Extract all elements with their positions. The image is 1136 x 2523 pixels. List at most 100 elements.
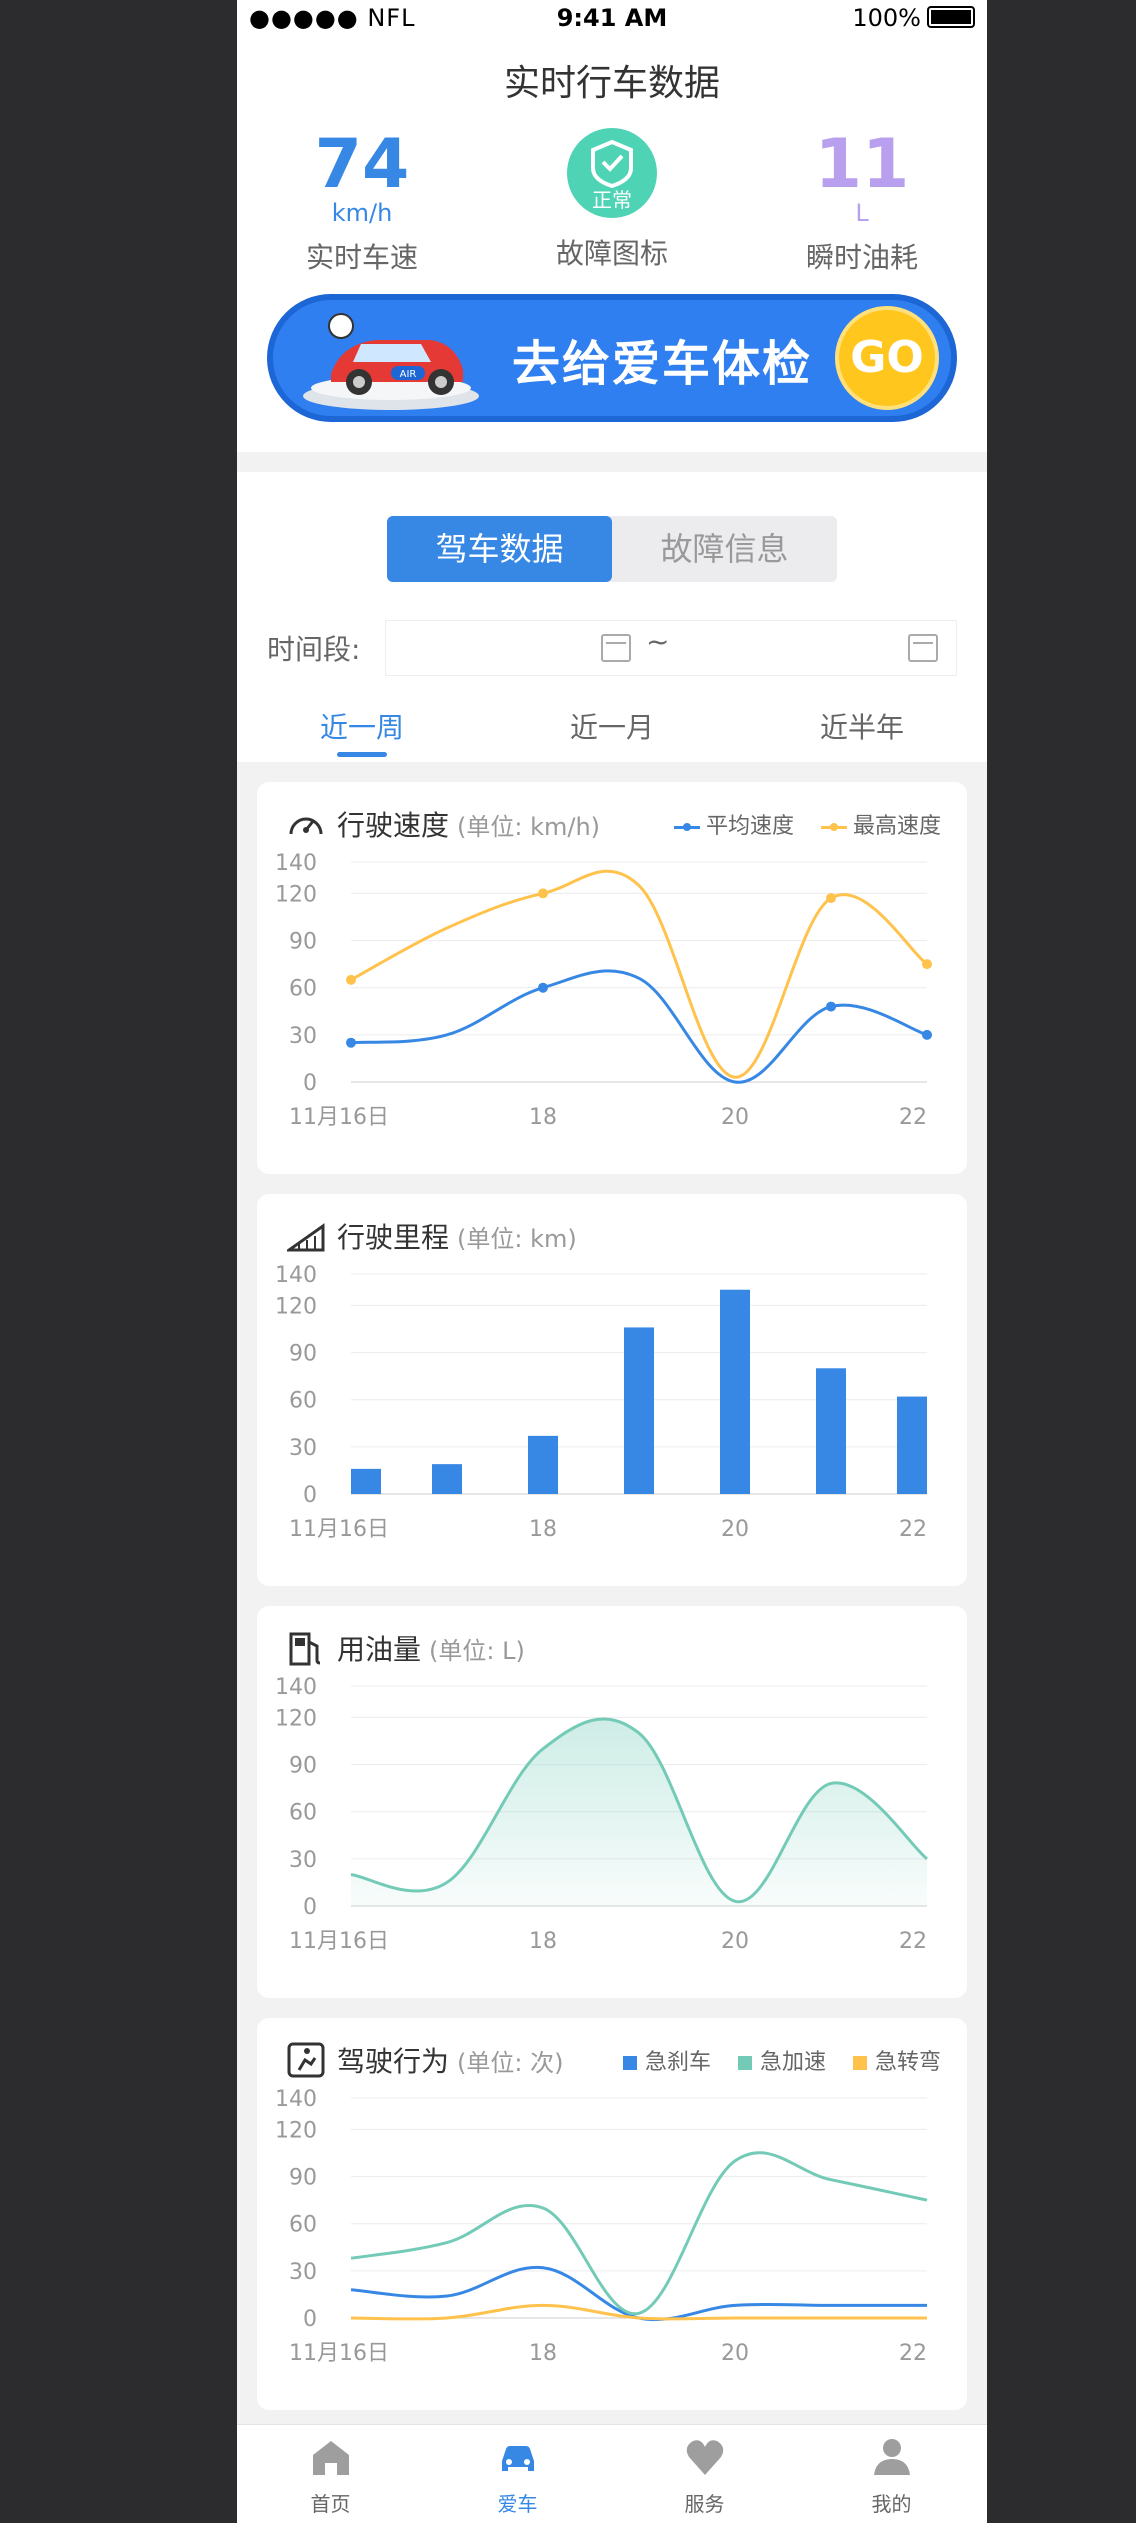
y-tick-label: 60 bbox=[289, 977, 317, 1002]
data-point bbox=[538, 888, 548, 899]
home-icon bbox=[312, 2441, 349, 2475]
data-point bbox=[346, 974, 356, 985]
x-tick-label: 22 bbox=[899, 1929, 927, 1954]
speed-card: 行驶速度 (单位: km/h) 平均速度 最高速度 140 120 90 60 30 0 11… bbox=[257, 782, 967, 1174]
y-tick-label: 30 bbox=[289, 1848, 317, 1873]
legend-item: 平均速度 bbox=[673, 808, 794, 840]
y-tick-label: 30 bbox=[289, 1436, 317, 1461]
y-tick-label: 0 bbox=[303, 2307, 317, 2332]
tab-underline bbox=[337, 752, 387, 757]
segment-driving-data[interactable]: 驾车数据 bbox=[387, 516, 612, 582]
legend-item: 急转弯 bbox=[852, 2044, 941, 2076]
y-tick-label: 140 bbox=[275, 1676, 317, 1700]
tab-half-year[interactable]: 近半年 bbox=[819, 711, 904, 744]
fuel-metric: 11 L 瞬时油耗 bbox=[737, 130, 987, 276]
behavior-card-unit: (单位: 次) bbox=[457, 2049, 564, 2077]
status-time: 9:41 AM bbox=[556, 4, 668, 32]
y-tick-label: 30 bbox=[289, 1024, 317, 1049]
fuel-card-unit: (单位: L) bbox=[429, 1637, 525, 1665]
y-tick-label: 90 bbox=[289, 1342, 317, 1367]
data-point bbox=[922, 1029, 932, 1040]
y-tick-label: 140 bbox=[275, 2088, 317, 2112]
x-tick-label: 11月16日 bbox=[289, 2341, 389, 2366]
fuel-card-title: 用油量 bbox=[337, 1633, 422, 1666]
checkup-banner[interactable]: AIR 去给爱车体检 GO bbox=[267, 294, 957, 422]
fuel-chart: 140 120 90 60 30 0 11月16日 18 20 22 bbox=[275, 1676, 928, 1954]
mileage-card-title: 行驶里程 bbox=[337, 1221, 450, 1254]
calendar-icon[interactable] bbox=[908, 634, 938, 662]
shield-check-icon bbox=[591, 139, 633, 189]
battery-indicator: 100% bbox=[852, 4, 975, 32]
y-tick-label: 120 bbox=[275, 1294, 317, 1319]
mileage-card: 行驶里程 (单位: km) 140 120 90 60 30 0 11月16日 18 20 22 bbox=[257, 1194, 967, 1586]
y-tick-label: 60 bbox=[289, 1389, 317, 1414]
go-button[interactable]: GO bbox=[835, 306, 939, 410]
y-tick-label: 120 bbox=[275, 882, 317, 907]
x-tick-label: 22 bbox=[899, 2341, 927, 2366]
date-range-label: 时间段: bbox=[267, 633, 361, 666]
car-icon bbox=[501, 2446, 534, 2471]
speed-label: 实时车速 bbox=[305, 241, 418, 274]
x-tick-label: 22 bbox=[899, 1105, 927, 1130]
behavior-chart: 140 120 90 60 30 0 11月16日 18 20 22 bbox=[275, 2088, 928, 2366]
car-plate: AIR bbox=[400, 369, 417, 380]
bar bbox=[720, 1289, 750, 1494]
x-tick-label: 20 bbox=[721, 1105, 749, 1130]
x-tick-label: 18 bbox=[529, 2341, 557, 2366]
x-tick-label: 11月16日 bbox=[289, 1929, 389, 1954]
speed-chart: 140 120 90 60 30 0 11月16日 18 20 22 bbox=[275, 852, 932, 1130]
speed-card-unit: (单位: km/h) bbox=[457, 813, 601, 841]
x-tick-label: 18 bbox=[529, 1929, 557, 1954]
fuel-card: 用油量 (单位: L) 140 120 90 60 30 0 11月16日 18 20 22 bbox=[257, 1606, 967, 1998]
series-line bbox=[350, 869, 928, 1079]
fault-badge[interactable]: 正常 bbox=[567, 128, 657, 218]
y-tick-label: 30 bbox=[289, 2260, 317, 2285]
y-tick-label: 120 bbox=[275, 1706, 317, 1731]
fault-metric[interactable]: 正常 故障图标 bbox=[487, 128, 737, 272]
data-point bbox=[538, 982, 548, 993]
calendar-icon[interactable] bbox=[601, 634, 631, 662]
ruler-icon bbox=[287, 1223, 325, 1252]
fault-label: 故障图标 bbox=[555, 237, 668, 270]
legend-item: 急加速 bbox=[737, 2044, 826, 2076]
fault-badge-text: 正常 bbox=[592, 188, 632, 212]
mileage-card-unit: (单位: km) bbox=[457, 1225, 577, 1253]
x-tick-label: 11月16日 bbox=[289, 1517, 389, 1542]
series-line bbox=[350, 1717, 928, 1903]
bar bbox=[351, 1468, 381, 1494]
start-date-input[interactable] bbox=[386, 621, 636, 675]
segment-control: 驾车数据 故障信息 bbox=[387, 516, 837, 582]
status-bar: ●●●●● NFL 9:41 AM 100% bbox=[237, 0, 987, 40]
date-range-box: ~ bbox=[385, 620, 957, 676]
y-tick-label: 90 bbox=[289, 2166, 317, 2191]
y-tick-label: 140 bbox=[275, 852, 317, 876]
bar bbox=[897, 1396, 927, 1494]
data-point bbox=[346, 1037, 356, 1048]
nav-service[interactable]: 服务 bbox=[611, 2435, 798, 2517]
range-separator: ~ bbox=[646, 625, 670, 658]
series-line bbox=[350, 2303, 927, 2321]
bar bbox=[624, 1327, 654, 1494]
tab-month[interactable]: 近一月 bbox=[569, 711, 654, 744]
car-illustration: AIR bbox=[303, 313, 479, 410]
nav-car[interactable]: 爱车 bbox=[424, 2435, 611, 2517]
y-tick-label: 60 bbox=[289, 2213, 317, 2238]
y-tick-label: 90 bbox=[289, 930, 317, 955]
x-tick-label: 18 bbox=[529, 1105, 557, 1130]
bottom-nav: 首页 爱车 服务 我的 bbox=[237, 2424, 987, 2523]
x-tick-label: 22 bbox=[899, 1517, 927, 1542]
segment-fault-info[interactable]: 故障信息 bbox=[660, 530, 789, 568]
area-fill bbox=[351, 1718, 927, 1906]
phone-screen: ●●●●● NFL 9:41 AM 100% 实时行车数据 74 km/h 实时… bbox=[237, 0, 987, 2523]
realtime-section: 实时行车数据 74 km/h 实时车速 正常 故障图标 11 L 瞬时油耗 bbox=[237, 40, 987, 452]
x-tick-label: 11月16日 bbox=[289, 1105, 389, 1130]
page-title: 实时行车数据 bbox=[503, 63, 720, 104]
tab-week[interactable]: 近一周 bbox=[319, 711, 404, 744]
nav-mine[interactable]: 我的 bbox=[798, 2435, 985, 2517]
speed-legend: 平均速度 最高速度 bbox=[654, 808, 941, 840]
nav-home[interactable]: 首页 bbox=[237, 2435, 424, 2517]
y-tick-label: 120 bbox=[275, 2118, 317, 2143]
behavior-legend: 急刹车 急加速 急转弯 bbox=[603, 2044, 941, 2076]
fuel-pump-icon bbox=[289, 1632, 321, 1666]
fuel-unit: L bbox=[855, 199, 869, 227]
